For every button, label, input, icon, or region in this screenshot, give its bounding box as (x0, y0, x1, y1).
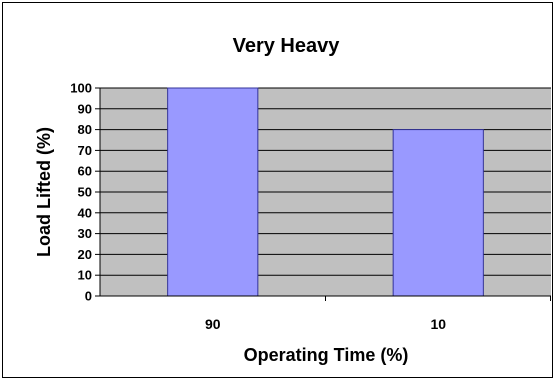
y-tick-label-30: 30 (78, 226, 92, 241)
y-tick-label-20: 20 (78, 247, 92, 262)
x-tick-label-90: 90 (205, 316, 221, 332)
y-tick-label-60: 60 (78, 164, 92, 179)
x-tick-label-10: 10 (430, 316, 446, 332)
y-tick-label-0: 0 (85, 289, 92, 304)
y-tick-label-40: 40 (78, 205, 92, 220)
y-tick-label-10: 10 (78, 268, 92, 283)
y-tick-label-80: 80 (78, 122, 92, 137)
y-axis-label: Load Lifted (%) (34, 127, 54, 257)
chart-title: Very Heavy (233, 35, 341, 57)
x-axis-label: Operating Time (%) (244, 345, 409, 365)
x-axis: 90 10 (100, 295, 551, 332)
bar-90 (167, 87, 259, 297)
y-tick-label-90: 90 (78, 101, 92, 116)
y-axis: 0 10 20 30 40 50 60 70 80 90 100 (70, 81, 101, 304)
bar-10 (392, 129, 484, 297)
y-tick-label-50: 50 (78, 185, 92, 200)
y-tick-label-100: 100 (70, 81, 92, 96)
y-tick-label-70: 70 (78, 143, 92, 158)
bars (167, 87, 484, 297)
